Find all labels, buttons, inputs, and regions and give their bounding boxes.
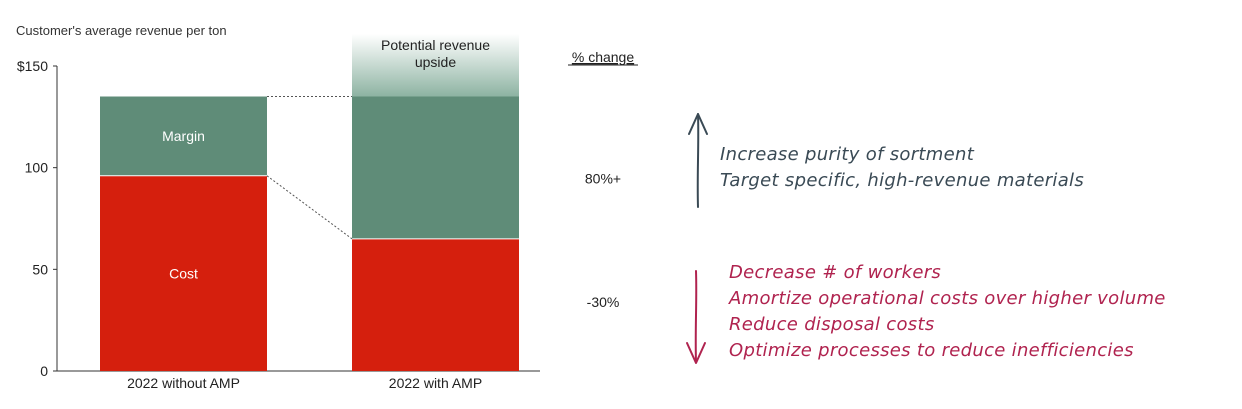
stacked-bar-chart: Customer's average revenue per ton 0 50 10… (16, 23, 638, 391)
upside-label: Potential revenue (381, 37, 490, 53)
y-tick-label: 0 (40, 363, 48, 379)
down-annotation: Decrease # of workers Amortize operation… (729, 260, 1166, 364)
up-annotation-line: Target specific, high-revenue materials (720, 170, 1085, 191)
bar-segment-margin (100, 96, 267, 176)
y-tick-label: 100 (25, 160, 49, 176)
up-arrow-icon (688, 113, 708, 208)
up-annotation-line: Increase purity of sortment (720, 144, 975, 165)
chart-title: Customer's average revenue per ton (16, 23, 227, 38)
down-annotation-line: Optimize processes to reduce inefficienc… (729, 340, 1134, 361)
y-tick-label: 50 (32, 261, 48, 277)
up-arrow-head (688, 113, 708, 135)
down-annotation-line: Reduce disposal costs (729, 314, 935, 335)
down-annotation-line: Decrease # of workers (729, 262, 942, 283)
upside-label: upside (415, 54, 456, 70)
up-arrow-shaft (696, 113, 700, 208)
category-label: 2022 with AMP (389, 375, 482, 391)
segment-label-cost: Cost (169, 265, 198, 281)
upside-band (352, 34, 519, 97)
bar-segment-margin (352, 96, 519, 239)
pct-change-margin: 80%+ (585, 171, 621, 187)
down-annotation-line: Amortize operational costs over higher v… (729, 288, 1166, 309)
connector-cost (266, 175, 353, 240)
bars: 2022 without AMP 2022 with AMP Cost Margin (100, 96, 519, 391)
down-arrow-shaft (694, 270, 698, 363)
down-arrow-head (686, 342, 706, 364)
bar-segment-cost (100, 175, 267, 371)
bar-segment-cost (352, 238, 519, 371)
category-label: 2022 without AMP (127, 375, 240, 391)
pct-change-cost: -30% (587, 294, 620, 310)
pct-change-header: % change (572, 49, 634, 65)
down-arrow-icon (686, 270, 706, 364)
up-annotation: Increase purity of sortment Target speci… (720, 142, 1084, 194)
segment-label-margin: Margin (162, 128, 205, 144)
y-tick-label: $150 (17, 58, 48, 74)
